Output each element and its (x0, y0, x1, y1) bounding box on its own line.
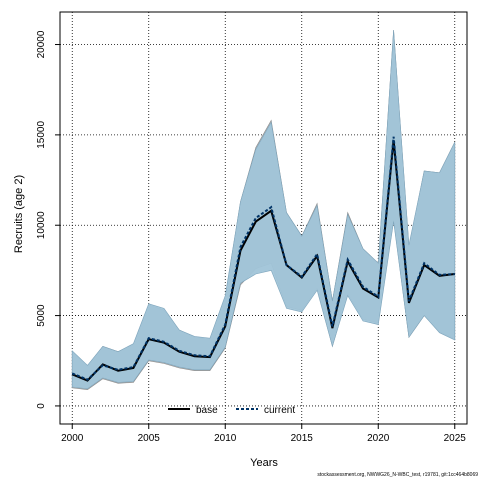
axis-ticks: 2000 2005 2010 2015 2020 2025 0 5000 10000 15000 2… (36, 30, 466, 444)
current-confidence-band (71, 30, 456, 390)
x-tick-label: 2005 (138, 433, 161, 444)
plot-frame (59, 11, 468, 425)
y-tick-label: 5000 (36, 304, 47, 327)
x-axis-title: Years (250, 457, 278, 469)
x-tick-label: 2020 (367, 433, 390, 444)
legend-base-label: base (196, 405, 218, 416)
y-tick-label: 20000 (36, 30, 47, 58)
x-tick-label: 2025 (444, 433, 467, 444)
x-tick-label: 2010 (214, 433, 237, 444)
series-lines (71, 136, 455, 382)
x-tick-label: 2000 (61, 433, 84, 444)
y-tick-label: 10000 (36, 211, 47, 239)
current-series-line (71, 136, 455, 381)
footer-credit: stockassessment.org, NWWG26_N-WBC_test, … (317, 472, 478, 478)
confidence-bands (71, 30, 456, 391)
legend: base current (168, 405, 295, 416)
y-axis-title: Recruits (age 2) (13, 175, 25, 253)
y-tick-label: 15000 (36, 121, 47, 149)
y-tick-label: 0 (36, 403, 47, 409)
x-tick-label: 2015 (291, 433, 314, 444)
legend-current-label: current (264, 405, 295, 416)
